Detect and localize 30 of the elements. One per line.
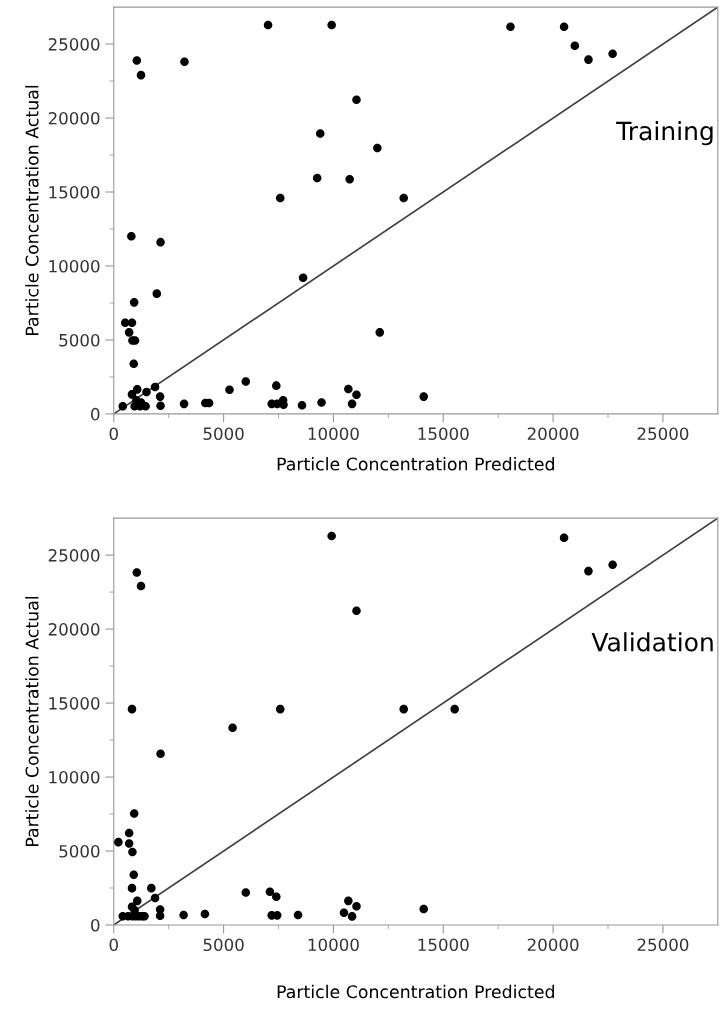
x-tick-label: 10000: [308, 938, 359, 952]
annotation: Validation: [591, 632, 713, 652]
y-tick-label: 0: [91, 918, 100, 932]
x-tick-label: 15000: [418, 938, 469, 952]
x-tick-label: 10000: [308, 427, 359, 440]
y-tick-label: 5000: [59, 844, 100, 858]
x-tick-label: 25000: [637, 938, 689, 952]
x-axis-title: Particle Concentration Predicted: [277, 457, 554, 471]
y-tick-label: 25000: [48, 38, 100, 51]
x-tick-label: 20000: [527, 938, 579, 952]
x-tick-label: 5000: [203, 938, 244, 952]
x-tick-label: 25000: [637, 427, 689, 440]
y-tick-label: 10000: [49, 770, 100, 784]
x-tick-label: 0: [109, 938, 118, 952]
y-axis-title: Particle Concentration Actual: [25, 596, 39, 847]
y-tick-label: 5000: [59, 333, 100, 347]
y-tick-label: 15000: [49, 185, 100, 199]
x-axis-title: Particle Concentration Predicted: [277, 984, 554, 999]
annotation: Training: [616, 121, 713, 146]
x-tick-label: 20000: [527, 427, 579, 440]
x-tick-label: 15000: [418, 427, 469, 440]
y-tick-label: 0: [91, 407, 100, 421]
y-axis-title: Particle Concentration Actual: [25, 85, 39, 335]
y-tick-label: 20000: [48, 112, 100, 125]
x-tick-label: 5000: [203, 427, 244, 440]
y-tick-label: 15000: [49, 697, 100, 710]
y-tick-label: 20000: [48, 623, 100, 636]
y-tick-label: 25000: [48, 549, 100, 562]
y-tick-label: 10000: [49, 259, 100, 273]
x-tick-label: 0: [109, 427, 118, 440]
